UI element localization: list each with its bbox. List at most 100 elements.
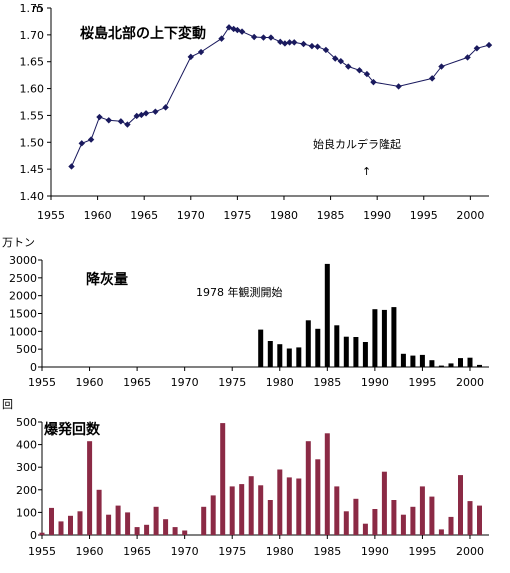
uplift-data-point xyxy=(68,163,75,170)
bar xyxy=(324,433,330,535)
bar xyxy=(305,441,311,535)
y-tick-label: 1.40 xyxy=(20,190,45,203)
bar xyxy=(458,358,463,367)
bar xyxy=(286,477,292,535)
uplift-data-point xyxy=(218,35,225,42)
x-tick-label: 1955 xyxy=(37,209,65,222)
x-tick-label: 1985 xyxy=(313,376,341,389)
bar xyxy=(201,506,207,536)
y-tick-label: 1.50 xyxy=(20,136,45,149)
uplift-data-point xyxy=(428,75,436,82)
explosions-panel: 回 0 100 200 300 400 500 1955 1960 1965 1970 1975 19… xyxy=(2,398,489,558)
bar xyxy=(448,516,454,535)
bar xyxy=(315,459,321,535)
bar xyxy=(68,515,73,535)
uplift-data-point xyxy=(197,48,205,56)
uplift-data-point xyxy=(133,112,140,120)
x-tick-label: 1955 xyxy=(28,545,56,558)
bar xyxy=(477,505,482,535)
uplift-data-point xyxy=(395,83,402,90)
bar xyxy=(477,364,482,367)
y-tick-label: 300 xyxy=(16,461,37,474)
x-tick-label: 1990 xyxy=(363,209,391,222)
y-tick-label: 500 xyxy=(16,416,37,429)
bar xyxy=(362,523,368,535)
uplift-data-point xyxy=(260,34,267,41)
uplift-data-point xyxy=(485,41,493,49)
bar xyxy=(315,328,321,367)
uplift-data-point xyxy=(96,113,103,121)
x-tick-label: 1965 xyxy=(123,376,151,389)
x-tick-label: 1980 xyxy=(266,376,294,389)
bar xyxy=(429,496,435,535)
bar xyxy=(248,476,254,535)
uplift-data-point xyxy=(291,39,298,46)
bar xyxy=(438,365,444,367)
x-tick-label: 1995 xyxy=(410,209,438,222)
uplift-data-point xyxy=(286,39,293,46)
bar xyxy=(334,486,340,535)
explosions-title: 爆発回数 xyxy=(44,421,101,438)
bar xyxy=(343,336,349,367)
bar xyxy=(172,527,178,535)
bar xyxy=(429,360,435,367)
y-tick-label: 2500 xyxy=(9,272,37,285)
bar xyxy=(77,511,83,535)
bar xyxy=(296,347,302,367)
x-tick-label: 1980 xyxy=(266,545,294,558)
bar xyxy=(229,486,235,535)
bar xyxy=(381,471,387,535)
bar xyxy=(239,484,245,535)
bar xyxy=(448,363,454,367)
bar xyxy=(96,489,102,535)
uplift-data-point xyxy=(162,104,169,111)
y-tick-label: 3000 xyxy=(9,254,37,267)
bar xyxy=(372,309,378,367)
uplift-data-point xyxy=(281,40,289,47)
uplift-data-point xyxy=(464,54,471,61)
bar xyxy=(324,263,330,367)
bar xyxy=(467,357,473,367)
bar xyxy=(115,505,121,535)
bar xyxy=(305,320,311,367)
uplift-data-point xyxy=(87,136,95,143)
bar xyxy=(362,342,368,367)
bar xyxy=(334,325,340,367)
bar xyxy=(267,341,273,367)
uplift-data-point xyxy=(363,70,371,78)
y-tick-label: 1500 xyxy=(9,308,37,321)
x-tick-label: 1975 xyxy=(218,376,246,389)
y-tick-label: 1.70 xyxy=(20,29,45,42)
uplift-data-point xyxy=(105,117,112,124)
uplift-data-point xyxy=(356,67,363,74)
x-tick-label: 1985 xyxy=(317,209,345,222)
uplift-data-point xyxy=(78,140,85,147)
y-tick-label: 1000 xyxy=(9,325,37,338)
x-tick-label: 1965 xyxy=(130,209,158,222)
uplift-series-line xyxy=(71,26,490,167)
uplift-data-point xyxy=(370,78,377,86)
x-tick-label: 1970 xyxy=(171,376,199,389)
bar xyxy=(39,532,45,535)
bar xyxy=(163,519,169,535)
uplift-title: 桜島北部の上下変動 xyxy=(80,25,206,42)
uplift-data-point xyxy=(187,53,194,61)
ashfall-title: 降灰量 xyxy=(86,271,128,288)
uplift-data-point xyxy=(117,118,125,125)
uplift-data-point xyxy=(332,55,339,62)
bar xyxy=(106,514,112,535)
bar xyxy=(410,355,416,367)
y-tick-label: 0 xyxy=(30,529,37,542)
bar xyxy=(87,441,93,535)
bar xyxy=(267,500,273,535)
uplift-data-point xyxy=(238,28,246,35)
uplift-data-point xyxy=(124,121,131,128)
bar xyxy=(49,507,54,535)
x-tick-label: 1970 xyxy=(177,209,205,222)
x-tick-label: 1985 xyxy=(313,545,341,558)
bar xyxy=(381,309,387,367)
caldera-annotation: 始良カルデラ隆起 xyxy=(313,137,401,151)
uplift-data-point xyxy=(267,34,275,41)
bar xyxy=(277,344,283,367)
